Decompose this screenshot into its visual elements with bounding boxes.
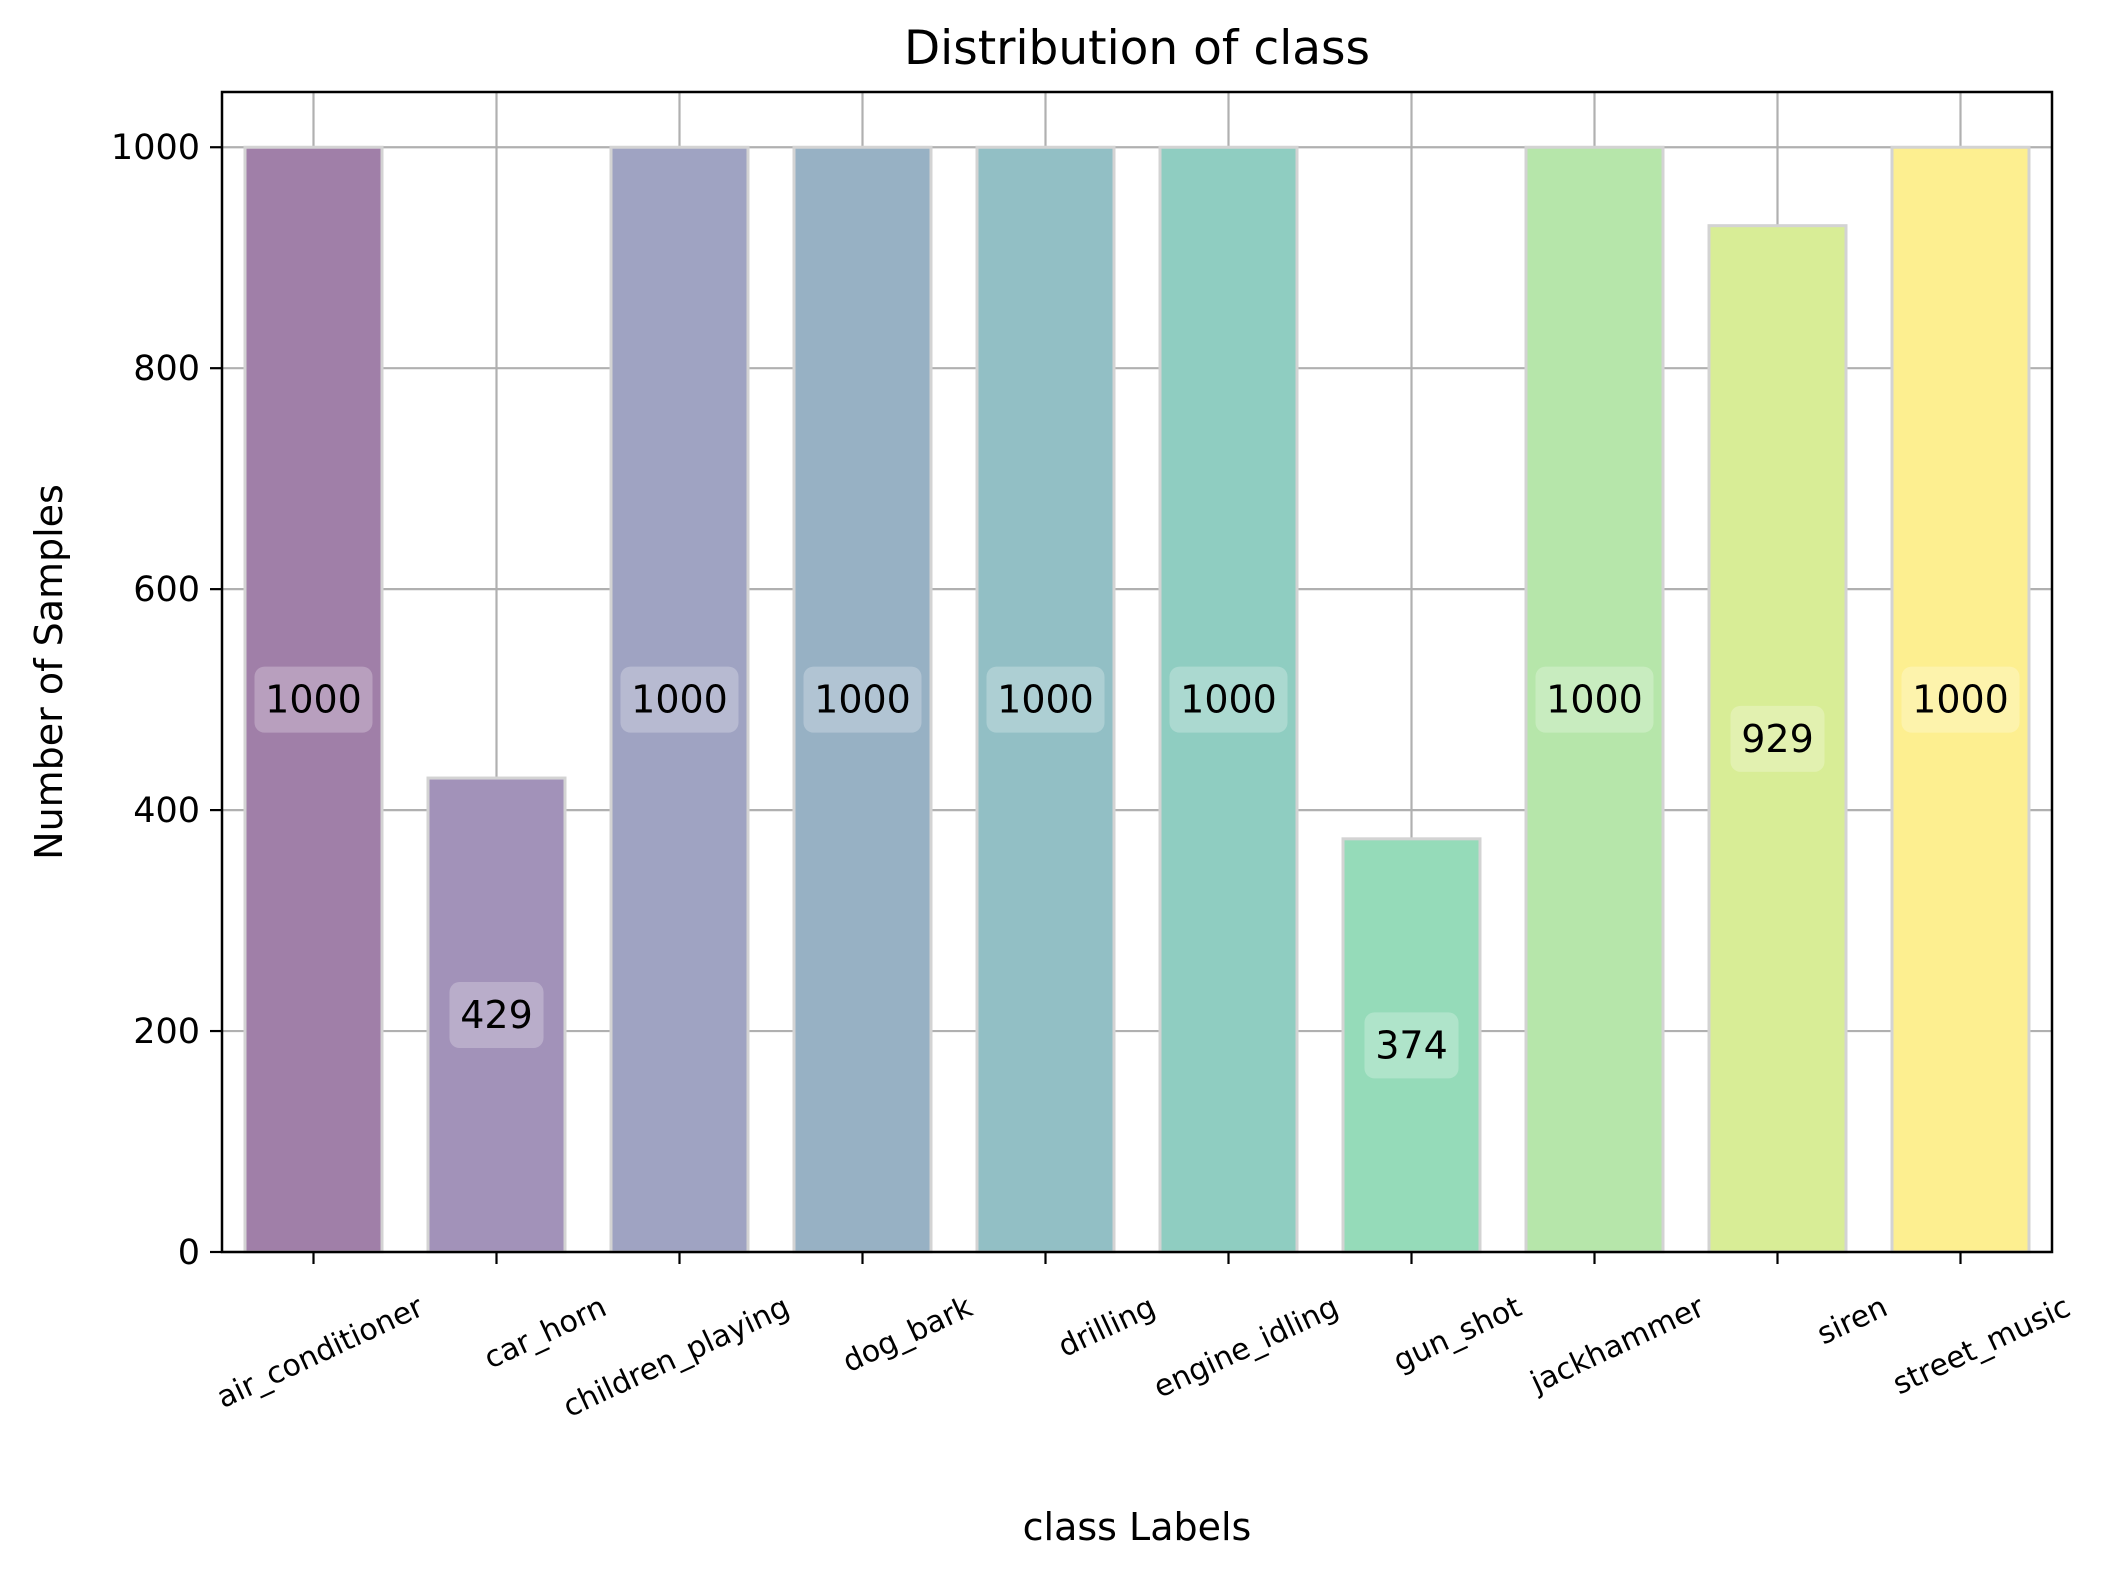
bar-car_horn: [426, 776, 567, 1254]
data-label-box: [1364, 1012, 1459, 1079]
data-label-engine_idling: 1000: [1180, 678, 1277, 722]
bar-drilling: [975, 145, 1116, 1254]
y-tick-label: 600: [133, 570, 200, 610]
bar-jackhammer: [1524, 145, 1665, 1254]
bar-siren: [1707, 224, 1848, 1254]
data-label-box: [803, 666, 922, 733]
y-tick-label: 400: [133, 791, 200, 831]
y-tick-label: 800: [133, 349, 200, 389]
bar-air_conditioner: [243, 145, 384, 1254]
plot-frame: [220, 90, 2054, 1254]
chart-title: Distribution of class: [904, 21, 1370, 76]
data-label-box: [1169, 666, 1288, 733]
x-axis-label: class Labels: [1023, 1505, 1252, 1549]
data-label-box: [1535, 666, 1654, 733]
data-label-box: [254, 666, 373, 733]
data-label-box: [620, 666, 739, 733]
bar-dog_bark: [792, 145, 933, 1254]
y-tick-label: 200: [133, 1012, 200, 1052]
data-label-drilling: 1000: [997, 678, 1094, 722]
data-label-children_playing: 1000: [631, 678, 728, 722]
data-label-dog_bark: 1000: [814, 678, 911, 722]
bars: [243, 145, 2031, 1254]
data-label-box: [1730, 705, 1825, 772]
data-label-box: [449, 982, 544, 1049]
data-labels: 1000 429 1000 1000 1000 1000 374 1000 929 1000: [254, 666, 2020, 1079]
y-tick-label: 1000: [111, 128, 200, 168]
y-tick-label: 0: [178, 1233, 200, 1273]
data-label-gun_shot: 374: [1375, 1023, 1448, 1067]
y-axis-label: Number of Samples: [27, 484, 71, 860]
data-label-car_horn: 429: [460, 993, 533, 1037]
data-label-air_conditioner: 1000: [265, 678, 362, 722]
data-label-siren: 929: [1741, 717, 1814, 761]
y-axis-ticks: 0 200 400 600 800 1000: [111, 128, 222, 1273]
data-label-street_music: 1000: [1912, 678, 2009, 722]
data-label-box: [986, 666, 1105, 733]
bar-gun_shot: [1341, 837, 1482, 1254]
bar-children_playing: [609, 145, 750, 1254]
bar-street_music: [1890, 145, 2031, 1254]
data-label-jackhammer: 1000: [1546, 678, 1643, 722]
data-label-box: [1901, 666, 2020, 733]
